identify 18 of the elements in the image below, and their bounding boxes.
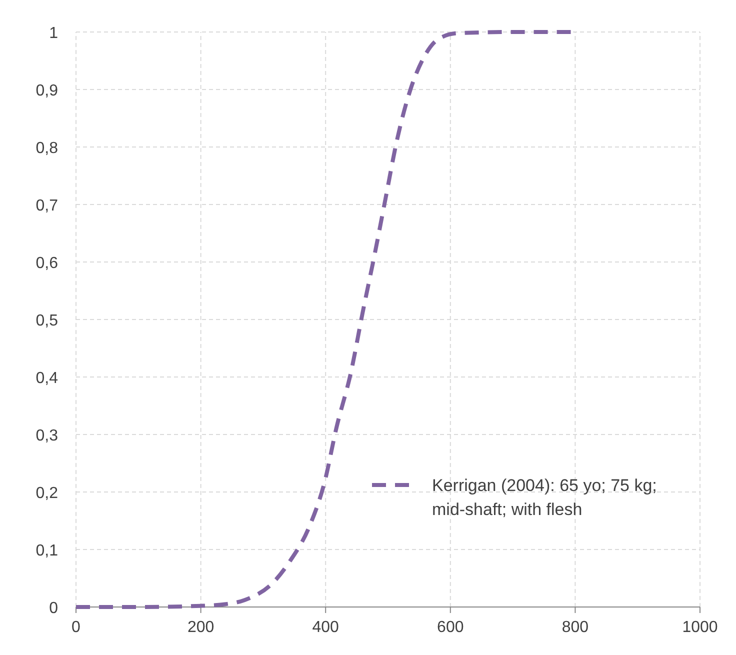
y-tick-label: 1: [49, 25, 58, 42]
x-tick-label: 400: [312, 619, 340, 636]
x-tick-label: 0: [72, 619, 81, 636]
y-tick-label: 0,4: [36, 370, 58, 387]
y-tick-label: 0,9: [36, 82, 58, 100]
y-tick-label: 0: [49, 600, 58, 617]
x-tick-label: 1000: [682, 619, 718, 636]
y-tick-label: 0,6: [36, 255, 58, 272]
y-tick-label: 0,3: [36, 428, 58, 444]
x-tick-label: 800: [562, 619, 589, 636]
y-tick-label: 0,8: [36, 140, 58, 157]
y-tick-label: 0,5: [36, 312, 58, 330]
legend-label: Kerrigan (2004): 65 yo; 75 kg; mid-shaft; with flesh: [432, 476, 657, 519]
y-tick-label: 0,1: [36, 542, 58, 560]
y-tick-label: 0,7: [36, 198, 58, 214]
x-tick-label: 600: [437, 619, 464, 636]
x-tick-label: 200: [187, 619, 214, 636]
y-tick-label: 0,2: [36, 485, 58, 502]
